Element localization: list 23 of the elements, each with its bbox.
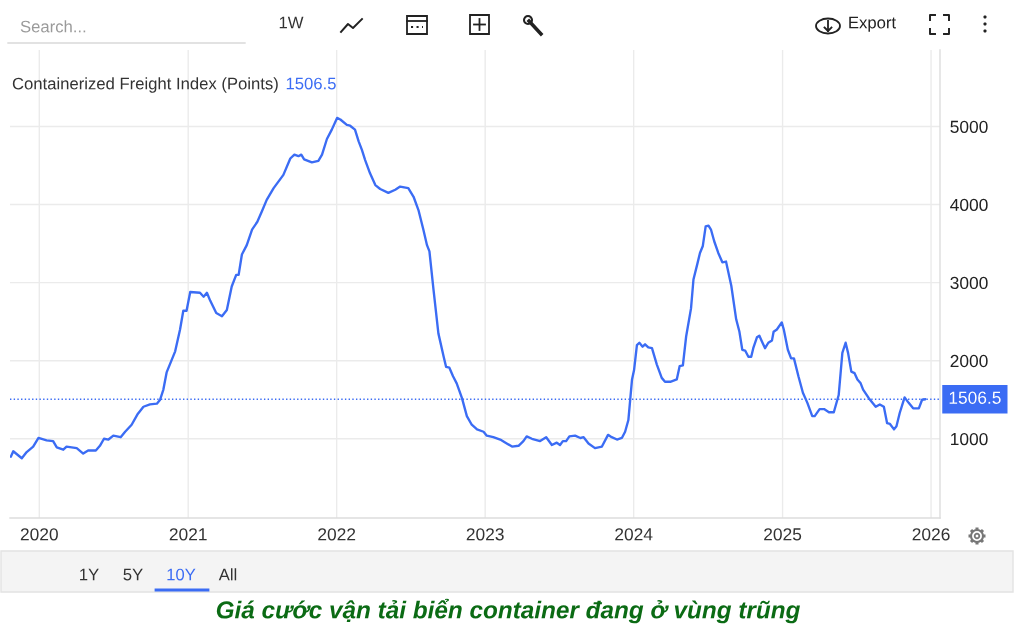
text: 10Y bbox=[167, 568, 196, 581]
text: Giá cước vận tải biển container đang ở vùng trũng bbox=[216, 598, 800, 624]
x-tick-label: 2020 bbox=[20, 528, 58, 541]
x-tick-label: 2025 bbox=[764, 528, 802, 541]
x-tick-label: 2023 bbox=[466, 528, 504, 541]
text: 1Y bbox=[80, 568, 99, 581]
y-tick-label: 2000 bbox=[950, 354, 988, 368]
y-tick-label: 1000 bbox=[951, 432, 988, 446]
x-tick-label: 2022 bbox=[318, 528, 356, 541]
text: 1W bbox=[279, 16, 304, 29]
text: 1506.5 bbox=[286, 77, 336, 90]
text: Export bbox=[849, 16, 896, 32]
y-tick-label: 3000 bbox=[950, 276, 988, 290]
x-tick-label: 2021 bbox=[169, 528, 207, 541]
text: Search... bbox=[20, 20, 86, 33]
x-tick-label: 2026 bbox=[912, 528, 950, 541]
text: All bbox=[218, 568, 237, 581]
y-tick-label: 4000 bbox=[950, 198, 988, 212]
text: 5Y bbox=[123, 568, 143, 581]
y-tick-label: 5000 bbox=[950, 120, 988, 133]
x-tick-label: 2024 bbox=[615, 528, 653, 541]
text: Containerized Freight Index (Points) bbox=[12, 77, 278, 93]
ref-line-label: 1506.5 bbox=[949, 391, 1001, 404]
